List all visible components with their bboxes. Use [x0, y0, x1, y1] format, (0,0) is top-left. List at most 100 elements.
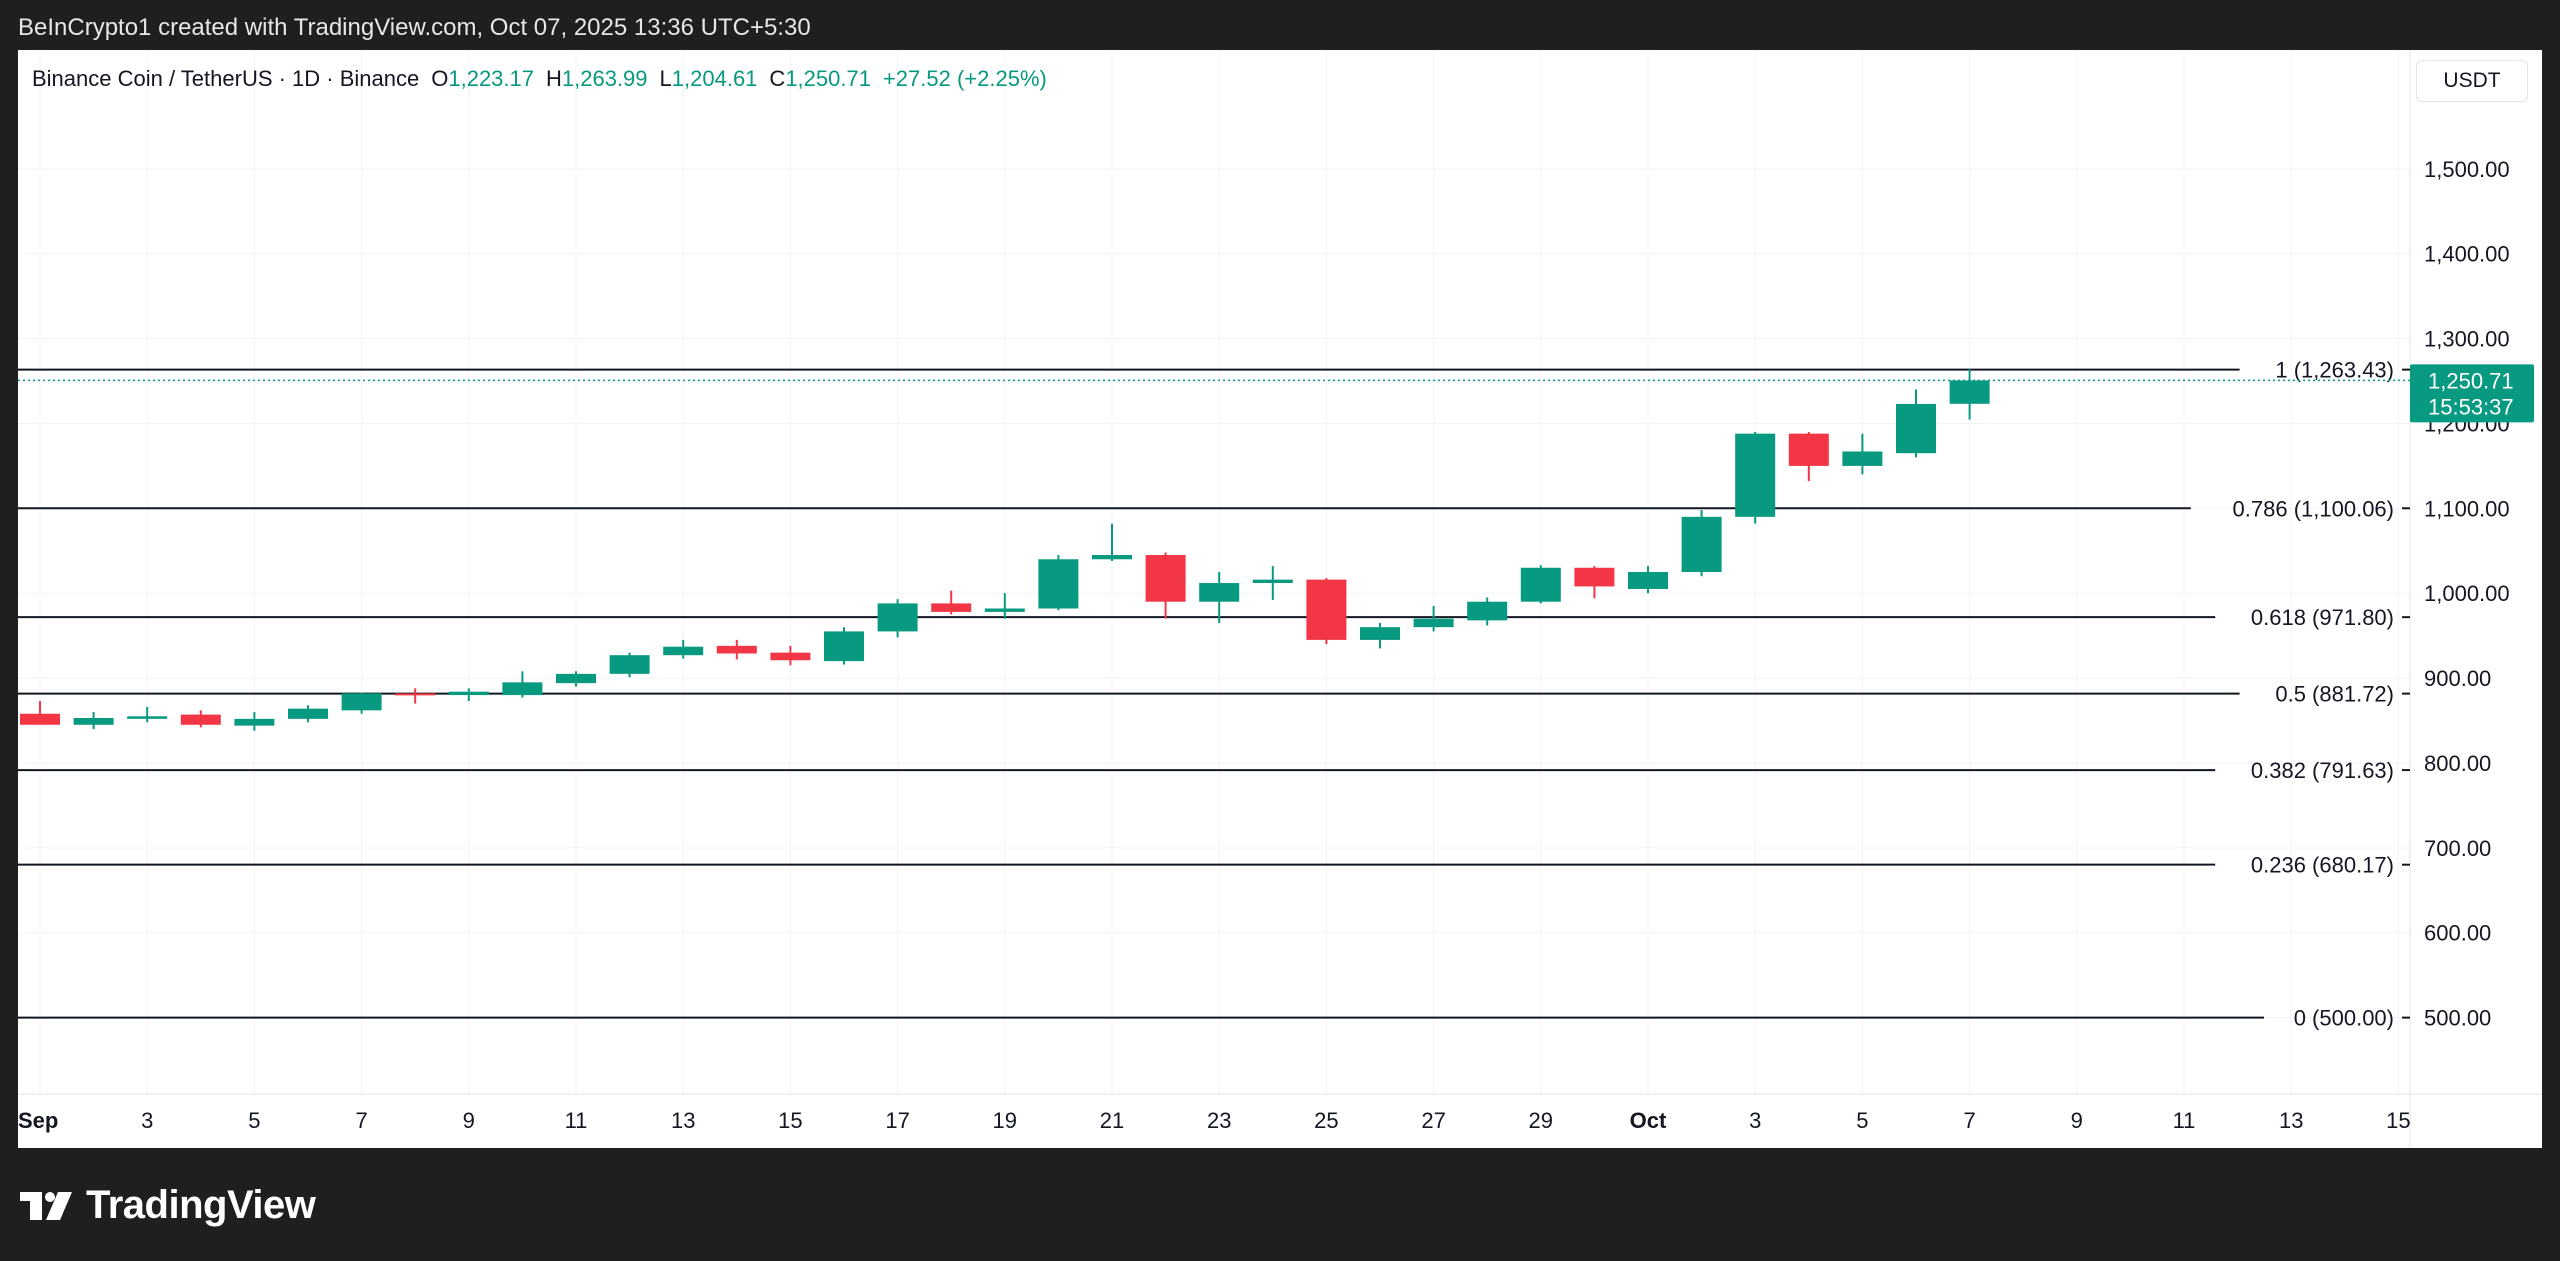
current-price-value: 1,250.71	[2428, 368, 2514, 393]
candle-body	[556, 673, 596, 684]
low-value: 1,204.61	[671, 66, 758, 91]
candle	[234, 712, 275, 731]
fib-level-label: 0.786 (1,100.06)	[2233, 496, 2394, 521]
x-tick-label: Sep	[18, 1108, 58, 1133]
open-label: O	[431, 66, 449, 91]
fib-level-label: 0.236 (680.17)	[2251, 853, 2394, 878]
y-tick-label: 600.00	[2424, 921, 2491, 946]
candle-body	[20, 713, 60, 725]
x-tick-label: 11	[565, 1108, 588, 1133]
candle	[1788, 431, 1829, 482]
fib-level-label: 1 (1,263.43)	[2275, 358, 2394, 383]
x-tick-label: 7	[1963, 1108, 1975, 1133]
candle-body	[1199, 583, 1240, 602]
y-tick-label: 1,500.00	[2424, 157, 2510, 182]
high-value: 1,263.99	[561, 66, 648, 91]
x-tick-label: 25	[1314, 1108, 1338, 1133]
candle-body	[288, 708, 328, 719]
x-tick-label: Oct	[1630, 1108, 1667, 1133]
brand-name: TradingView	[86, 1183, 316, 1227]
candle	[1413, 605, 1454, 632]
chart-panel[interactable]: 500.00 600.00 700.00 800.00 900.00 1,000.00 1,…	[18, 50, 2542, 1148]
candle-body	[1306, 579, 1347, 640]
fib-level-label: 0.618 (971.80)	[2251, 605, 2394, 630]
candle-body	[663, 646, 704, 656]
attribution-bar: BeInCrypto1 created with TradingView.com…	[0, 0, 2560, 50]
x-tick-label: 3	[1749, 1108, 1761, 1133]
low-label: L	[659, 66, 672, 91]
candle	[1199, 572, 1240, 623]
candle	[609, 652, 650, 678]
x-tick-label: 3	[141, 1108, 153, 1133]
candle	[1896, 389, 1936, 458]
candle	[1038, 555, 1079, 611]
candle-body	[234, 718, 275, 726]
candle-body	[1413, 618, 1454, 628]
y-tick-label: 800.00	[2424, 751, 2491, 776]
y-tick-label: 1,400.00	[2424, 242, 2510, 267]
x-tick-label: 7	[355, 1108, 367, 1133]
candle	[1145, 552, 1186, 619]
close-label: C	[769, 66, 786, 91]
y-tick-label: 500.00	[2424, 1006, 2491, 1031]
y-tick-label: 1,000.00	[2424, 581, 2510, 606]
x-tick-label: 15	[778, 1108, 802, 1133]
candle-body	[73, 717, 114, 725]
x-tick-label: 15	[2386, 1108, 2410, 1133]
attribution-text: BeInCrypto1 created with TradingView.com…	[18, 14, 811, 41]
candle-body	[1896, 403, 1936, 454]
candle	[341, 692, 382, 714]
y-tick-label: 1,100.00	[2424, 496, 2510, 521]
x-tick-label: 23	[1207, 1108, 1231, 1133]
x-tick-label: 11	[2173, 1108, 2196, 1133]
candle-body	[984, 608, 1025, 612]
fib-level-label: 0.382 (791.63)	[2251, 758, 2394, 783]
current-price-tag-bg	[2410, 364, 2534, 423]
candle-body	[877, 603, 918, 632]
x-tick-label: 5	[1856, 1108, 1868, 1133]
candle	[127, 706, 168, 723]
y-tick-label: 1,300.00	[2424, 327, 2510, 352]
x-tick-label: 17	[885, 1108, 909, 1133]
candle	[1252, 566, 1293, 601]
tradingview-logo[interactable]: TradingView	[20, 1183, 316, 1228]
change-value: +27.52 (+2.25%)	[882, 66, 1047, 91]
candle	[770, 645, 811, 666]
candle-body	[1681, 516, 1722, 572]
candle-body	[1574, 567, 1615, 587]
x-tick-label: 13	[671, 1108, 695, 1133]
candle-body	[1628, 572, 1668, 589]
candle	[448, 688, 489, 702]
candle-body	[609, 655, 650, 674]
candle	[1681, 510, 1722, 577]
candlestick-chart[interactable]: 500.00 600.00 700.00 800.00 900.00 1,000.00 1,…	[18, 50, 2542, 1148]
footer-bar	[0, 1148, 2560, 1261]
x-tick-label: 5	[248, 1108, 260, 1133]
candle-body	[1520, 567, 1561, 602]
high-label: H	[546, 66, 562, 91]
candle-body	[180, 714, 221, 725]
candle-body	[1092, 555, 1132, 560]
candle	[984, 593, 1025, 619]
candle-body	[341, 693, 382, 711]
y-tick-label: 900.00	[2424, 666, 2491, 691]
price-countdown: 15:53:37	[2428, 394, 2514, 419]
candle	[824, 627, 864, 665]
candle	[931, 590, 972, 615]
candle	[502, 671, 543, 698]
candle-body	[1949, 380, 1990, 404]
candle	[180, 710, 221, 728]
candle-body	[824, 631, 864, 662]
candle-body	[1735, 433, 1776, 517]
candle-body	[1788, 433, 1829, 466]
candle	[716, 639, 757, 660]
candle	[395, 688, 436, 704]
candle-body	[1038, 559, 1079, 609]
x-tick-label: 27	[1421, 1108, 1445, 1133]
candle	[1520, 565, 1561, 604]
x-tick-label: 21	[1100, 1108, 1124, 1133]
candle	[1735, 431, 1776, 524]
currency-button[interactable]: USDT	[2416, 60, 2528, 102]
close-value: 1,250.71	[785, 66, 871, 91]
